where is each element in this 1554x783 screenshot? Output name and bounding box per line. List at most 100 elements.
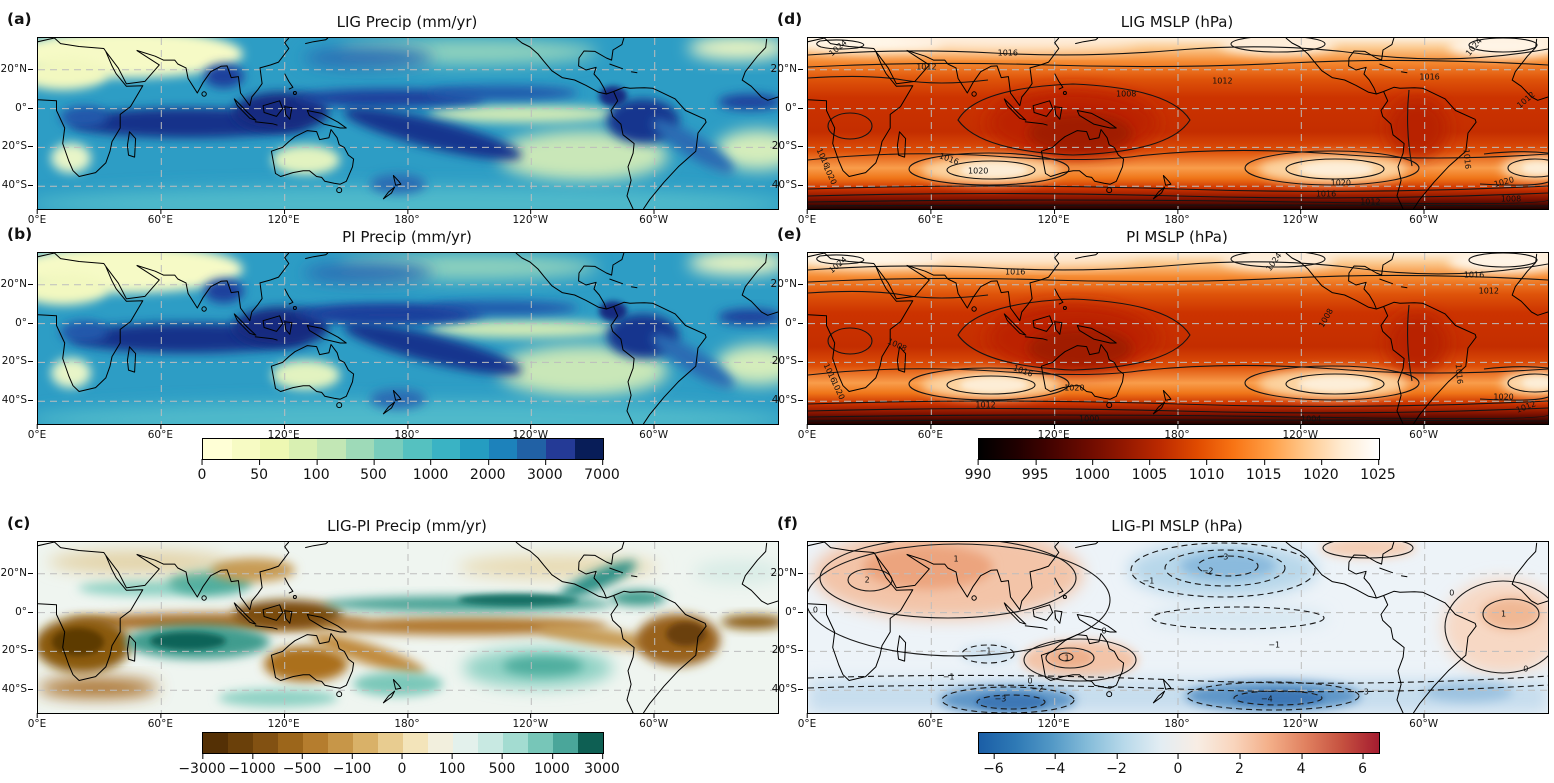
panel-title-c: LIG-PI Precip (mm/yr) [327, 517, 487, 535]
colorbar-precip-diff: −3000 −1000 −500 −100 0 100 500 1000 3000 [178, 732, 620, 777]
panel-tag-f: (f) [777, 514, 798, 532]
x-axis-tick-label: 120°E [267, 209, 300, 226]
colorbar-segment [478, 733, 503, 753]
colorbar-segment [374, 439, 404, 459]
map-canvas-precip-diff [38, 542, 778, 713]
x-axis-tick-label: 0°E [27, 424, 47, 441]
x-axis-tick-label: 60°E [917, 713, 943, 730]
colorbar-tick-label: 100 [302, 459, 330, 483]
map-canvas-lig-precip [38, 38, 778, 209]
colorbar-mslp-diff-ticks: −6 −4 −2 0 2 4 6 [978, 753, 1378, 779]
y-axis-tick-label: 40°S [1, 394, 34, 407]
panel-f: (f) LIG-PI MSLP (hPa) 1 2 0 0 −1 1 0 −3 −2 −1 −1 −1… [771, 514, 1549, 730]
panel-title-a: LIG Precip (mm/yr) [336, 13, 478, 31]
x-axis-tick-label: 120°W [512, 209, 549, 226]
map-pi-precip [37, 252, 779, 425]
colorbar-tick-label: 6 [1358, 753, 1368, 777]
colorbar-tick-label: 1005 [1131, 459, 1168, 483]
panel-e: (e) PI MSLP (hPa) 1024 1024 1016 1016 1012 10… [771, 225, 1549, 441]
colorbar-tick-label: 1000 [1074, 459, 1111, 483]
y-axis-tick-label: 0° [785, 101, 803, 114]
x-axis-tick-label: 120°E [1037, 209, 1070, 226]
y-axis-panel-c: 20°N 0° 20°S 40°S [0, 541, 34, 712]
x-axis-panel-d: 0°E 60°E 120°E 180° 120°W 60°W [798, 209, 1547, 226]
colorbar-segment [328, 733, 353, 753]
x-axis-tick-label: 0°E [27, 713, 47, 730]
colorbar-tick-label: 1020 [1303, 459, 1339, 483]
colorbar-segment [288, 439, 318, 459]
x-axis-tick-label: 120°E [267, 713, 300, 730]
panel-tag-b: (b) [7, 225, 33, 243]
x-axis-tick-label: 60°E [147, 424, 173, 441]
colorbar-segment [460, 439, 489, 459]
y-axis-panel-d: 20°N 0° 20°S 40°S [763, 37, 804, 208]
x-axis-tick-label: 180° [1164, 713, 1190, 730]
y-axis-tick-label: 20°S [771, 644, 804, 657]
y-axis-tick-label: 20°N [0, 566, 34, 579]
x-axis-tick-label: 0°E [797, 713, 817, 730]
colorbar-segment [553, 733, 578, 753]
colorbar-tick-label: 0 [197, 459, 207, 483]
colorbar-segment [228, 733, 253, 753]
y-axis-panel-b: 20°N 0° 20°S 40°S [0, 252, 34, 423]
colorbar-segment [345, 439, 375, 459]
map-canvas-lig-mslp [808, 38, 1548, 209]
x-axis-tick-label: 120°W [1282, 209, 1319, 226]
colorbar-segment [453, 733, 478, 753]
x-axis-tick-label: 180° [394, 713, 420, 730]
y-axis-tick-label: 20°S [1, 644, 34, 657]
map-lig-mslp: 1024 1016 1012 1008 1012 1016 1024 1012 1016 1020… [807, 36, 1549, 210]
y-axis-tick-label: 0° [785, 316, 803, 329]
colorbar-tick-label: 990 [964, 459, 992, 483]
colorbar-tick-label: 3000 [527, 459, 563, 483]
x-axis-panel-f: 0°E 60°E 120°E 180° 120°W 60°W [798, 713, 1547, 730]
colorbar-tick-label: −100 [332, 753, 372, 777]
panel-d: (d) LIG MSLP (hPa) 1024 1016 1012 1008 1012 1… [771, 10, 1549, 226]
colorbar-tick-label: 50 [250, 459, 269, 483]
x-axis-panel-c: 0°E 60°E 120°E 180° 120°W 60°W [28, 713, 777, 730]
colorbar-tick-label: 1000 [412, 459, 449, 483]
y-axis-panel-f: 20°N 0° 20°S 40°S [763, 541, 804, 712]
colorbar-segment [260, 439, 289, 459]
colorbar-tick-label: 0 [397, 753, 407, 777]
y-axis-tick-label: 0° [15, 101, 33, 114]
y-axis-tick-label: 20°N [0, 62, 34, 75]
y-axis-panel-a: 20°N 0° 20°S 40°S [0, 37, 34, 208]
colorbar-segment [578, 733, 603, 753]
colorbar-segment [353, 733, 378, 753]
x-axis-tick-label: 60°E [917, 209, 943, 226]
y-axis-tick-label: 20°N [770, 277, 804, 290]
x-axis-tick-label: 0°E [27, 209, 47, 226]
colorbar-mslp-ticks: 990 995 1000 1005 1010 1015 1020 1025 [965, 459, 1396, 485]
y-axis-tick-label: 40°S [771, 394, 804, 407]
colorbar-segment [303, 733, 328, 753]
colorbar-mslp-diff: −6 −4 −2 0 2 4 6 [978, 732, 1380, 777]
colorbar-segment [378, 733, 403, 753]
y-axis-tick-label: 20°S [771, 140, 804, 153]
x-axis-tick-label: 60°W [639, 713, 669, 730]
x-axis-tick-label: 120°W [1282, 713, 1319, 730]
y-axis-tick-label: 20°S [1, 140, 34, 153]
map-lig-pi-precip-diff [37, 541, 779, 714]
colorbar-tick-label: 500 [360, 459, 387, 483]
colorbar-precip: 0 50 100 500 1000 2000 3000 7000 [198, 438, 620, 483]
panel-tag-d: (d) [777, 10, 803, 28]
panel-tag-e: (e) [777, 225, 802, 243]
colorbar-segment [428, 733, 453, 753]
colorbar-precip-diff-ticks: −3000 −1000 −500 −100 0 100 500 1000 3000 [178, 753, 620, 779]
x-axis-tick-label: 180° [394, 209, 420, 226]
y-axis-tick-label: 0° [15, 605, 33, 618]
colorbar-tick-label: −4 [1044, 753, 1066, 777]
colorbar-segment [517, 439, 546, 459]
colorbar-mslp-bar [978, 438, 1380, 460]
x-axis-tick-label: 60°E [147, 713, 173, 730]
panel-title-f: LIG-PI MSLP (hPa) [1111, 517, 1243, 535]
colorbar-tick-label: −3000 [178, 753, 226, 777]
colorbar-tick-label: 4 [1296, 753, 1306, 777]
colorbar-segment [488, 439, 518, 459]
y-axis-tick-label: 0° [15, 316, 33, 329]
x-axis-tick-label: 60°W [639, 424, 669, 441]
map-pi-mslp: 1024 1024 1016 1016 1012 1008 1008 1016 1020 1016… [807, 251, 1549, 425]
panel-tag-c: (c) [7, 514, 31, 532]
